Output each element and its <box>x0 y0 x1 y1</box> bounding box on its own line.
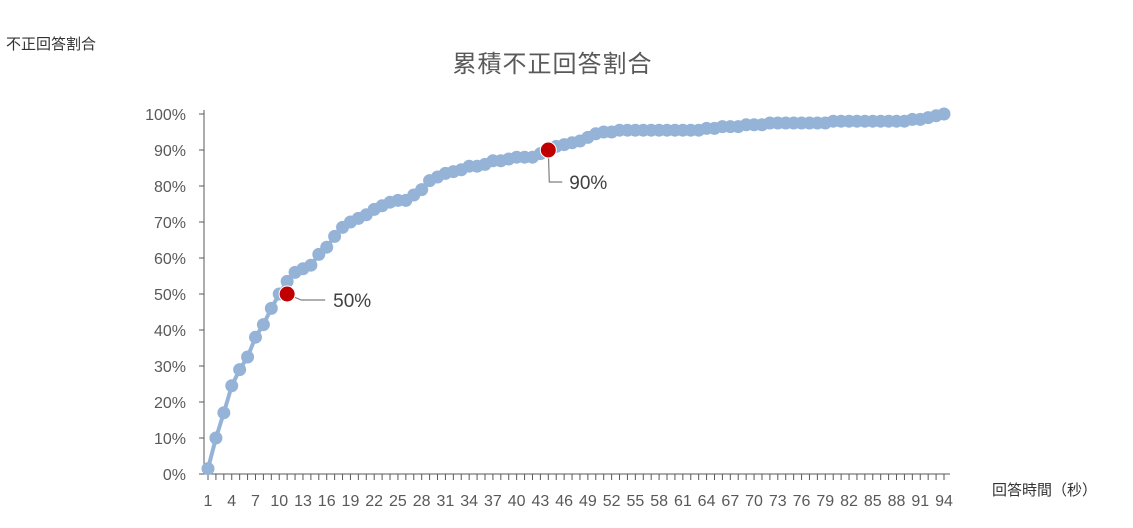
x-tick-label: 37 <box>484 493 502 510</box>
chart-title: 累積不正回答割合 <box>452 50 653 78</box>
x-tick-label: 10 <box>270 493 288 510</box>
data-point <box>937 107 951 121</box>
x-tick-label: 88 <box>888 493 906 510</box>
x-tick-label: 34 <box>460 493 478 510</box>
data-label-90: 90% <box>569 173 607 194</box>
y-tick-label: 30% <box>154 359 186 376</box>
data-point <box>256 318 270 332</box>
x-tick-label: 43 <box>531 493 549 510</box>
x-tick-label: 58 <box>650 493 668 510</box>
x-tick-label: 64 <box>698 493 716 510</box>
y-tick-label: 70% <box>154 215 186 232</box>
x-tick-label: 1 <box>204 493 213 510</box>
leader-line <box>547 149 563 183</box>
data-point <box>233 363 247 377</box>
x-tick-label: 55 <box>626 493 644 510</box>
x-tick-label: 67 <box>721 493 739 510</box>
data-point <box>225 379 239 393</box>
x-tick-label: 85 <box>864 493 882 510</box>
y-tick-label: 90% <box>154 143 186 160</box>
x-tick-label: 13 <box>294 493 312 510</box>
x-tick-label: 40 <box>508 493 526 510</box>
y-axis-title: 不正回答割合 <box>6 35 97 53</box>
x-tick-label: 4 <box>227 493 236 510</box>
y-tick-label: 20% <box>154 395 186 412</box>
data-point <box>264 301 278 315</box>
data-point <box>241 350 255 364</box>
x-tick-label: 82 <box>840 493 858 510</box>
x-tick-label: 91 <box>911 493 929 510</box>
data-label-50: 50% <box>333 291 371 312</box>
x-tick-label: 25 <box>389 493 407 510</box>
y-tick-label: 40% <box>154 323 186 340</box>
x-tick-label: 70 <box>745 493 763 510</box>
x-tick-label: 22 <box>365 493 383 510</box>
x-tick-label: 76 <box>793 493 811 510</box>
x-tick-label: 79 <box>816 493 834 510</box>
x-tick-label: 16 <box>318 493 336 510</box>
y-tick-label: 60% <box>154 251 186 268</box>
data-point <box>328 229 342 243</box>
x-tick-label: 31 <box>437 493 455 510</box>
y-tick-label: 80% <box>154 179 186 196</box>
x-tick-label: 61 <box>674 493 692 510</box>
y-tick-label: 50% <box>154 287 186 304</box>
x-tick-label: 28 <box>413 493 431 510</box>
data-point <box>209 431 223 445</box>
x-axis-title: 回答時間（秒） <box>992 481 1098 499</box>
data-point <box>248 330 262 344</box>
data-point <box>201 462 215 476</box>
x-tick-label: 19 <box>342 493 360 510</box>
data-point <box>320 240 334 254</box>
y-tick-label: 100% <box>145 107 186 124</box>
data-point <box>217 406 231 420</box>
x-tick-label: 73 <box>769 493 787 510</box>
x-tick-label: 46 <box>555 493 573 510</box>
data-point <box>415 183 429 197</box>
x-tick-label: 49 <box>579 493 597 510</box>
highlight-point <box>539 141 557 159</box>
y-tick-label: 10% <box>154 431 186 448</box>
x-tick-label: 7 <box>251 493 260 510</box>
x-tick-label: 94 <box>935 493 953 510</box>
data-point <box>280 274 294 288</box>
series-line <box>206 112 945 470</box>
y-tick-label: 0% <box>163 467 186 484</box>
data-point <box>304 258 318 272</box>
highlight-point <box>278 285 296 303</box>
x-tick-label: 52 <box>603 493 621 510</box>
